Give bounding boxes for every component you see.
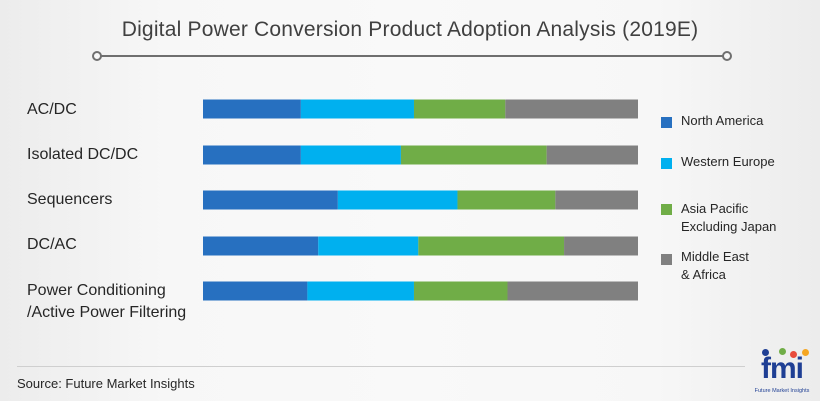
title-underline-right-dot <box>722 51 732 61</box>
bar-segment-asia-pacific-excluding-japan-row-3 <box>418 236 565 256</box>
bar-segment-western-europe-row-2 <box>337 190 458 210</box>
category-label-sequencers: Sequencers <box>27 191 113 208</box>
logo-dot-blue <box>762 349 769 356</box>
category-label-power-conditioning: Power Conditioning /Active Power Filteri… <box>27 282 187 321</box>
bar-segment-western-europe-row-3 <box>318 236 419 256</box>
category-label-dc-ac: DC/AC <box>27 236 77 253</box>
logo-dot-red <box>790 351 797 358</box>
category-label-ac-dc: AC/DC <box>27 101 77 118</box>
bar-segment-north-america-row-0 <box>203 99 301 119</box>
logo-dot-orange <box>802 349 809 356</box>
bar-segment-middle-east-africa-row-4 <box>507 281 638 301</box>
title-underline-left-dot <box>92 51 102 61</box>
bar-segment-north-america-row-2 <box>203 190 338 210</box>
logo-subtext: Future Market Insights <box>754 388 810 394</box>
logo-text: fmi <box>761 352 804 385</box>
logo-dot-green <box>779 348 786 355</box>
bar-segment-western-europe-row-1 <box>300 145 401 165</box>
title-underline <box>96 55 728 57</box>
category-label-isolated-dc-dc: Isolated DC/DC <box>27 146 139 163</box>
chart-title: Digital Power Conversion Product Adoptio… <box>121 18 699 41</box>
bar-segment-asia-pacific-excluding-japan-row-1 <box>400 145 547 165</box>
legend-label-asia-pacific: Asia Pacific Excluding Japan <box>681 201 777 234</box>
legend-swatch-asia-pacific <box>661 204 672 215</box>
legend-swatch-middle-east <box>661 254 672 265</box>
source-note: Source: Future Market Insights <box>17 376 195 391</box>
footer-divider <box>17 366 745 367</box>
legend-swatch-western-europe <box>661 158 672 169</box>
bar-segment-north-america-row-1 <box>203 145 301 165</box>
fmi-logo: fmi Future Market Insights <box>747 348 817 398</box>
bar-segment-middle-east-africa-row-2 <box>555 190 638 210</box>
legend-label-north-america: North America <box>681 113 764 128</box>
bar-segment-western-europe-row-0 <box>300 99 414 119</box>
bar-segment-north-america-row-3 <box>203 236 319 256</box>
bar-segment-middle-east-africa-row-3 <box>564 236 638 256</box>
bar-segment-asia-pacific-excluding-japan-row-2 <box>457 190 556 210</box>
bar-segment-asia-pacific-excluding-japan-row-4 <box>413 281 508 301</box>
legend-label-middle-east: Middle East & Africa <box>681 249 749 282</box>
bar-segment-western-europe-row-4 <box>307 281 414 301</box>
bar-segment-middle-east-africa-row-0 <box>505 99 638 119</box>
bar-segment-asia-pacific-excluding-japan-row-0 <box>413 99 506 119</box>
legend-swatch-north-america <box>661 117 672 128</box>
bar-segment-north-america-row-4 <box>203 281 308 301</box>
bar-segment-middle-east-africa-row-1 <box>546 145 638 165</box>
legend-label-western-europe: Western Europe <box>681 154 775 169</box>
